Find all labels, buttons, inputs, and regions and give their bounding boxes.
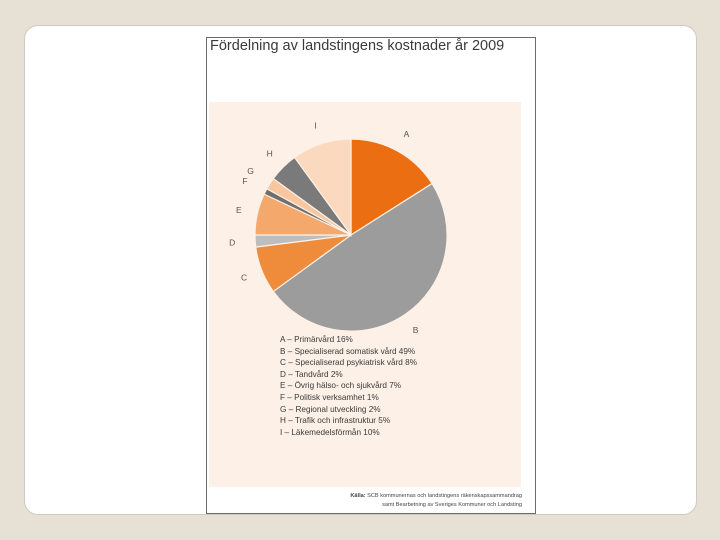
pie-slice-i xyxy=(293,138,352,237)
legend-item-h: H – Trafik och infrastruktur 5% xyxy=(280,416,391,426)
source-line-1: Källa: SCB kommunernas och landstingens … xyxy=(350,492,522,501)
source-line-2: samt Bearbetning av Sveriges Kommuner oc… xyxy=(382,502,522,508)
slice-label-i: I xyxy=(314,121,316,131)
slice-label-h: H xyxy=(267,149,273,159)
source-text-1: SCB kommunernas och landstingens räkensk… xyxy=(367,493,522,499)
legend-item-a: A – Primärvård 16% xyxy=(280,335,353,344)
slice-label-b: B xyxy=(413,325,419,335)
pie-chart: A B C D E FG H I xyxy=(229,121,448,335)
chart-figure: Fördelning av landstingens kostnader år … xyxy=(206,37,536,514)
chart-title: Fördelning av landstingens kostnader år … xyxy=(210,38,505,54)
source-label: Källa: xyxy=(350,493,366,499)
legend-item-b: B – Specialiserad somatisk vård 49% xyxy=(280,346,416,356)
legend-item-e: E – Övrig hälso- och sjukvård 7% xyxy=(280,381,402,391)
legend-item-c: C – Specialiserad psykiatrisk vård 8% xyxy=(280,358,417,368)
slice-label-a: A xyxy=(404,129,410,139)
chart-source: Källa: SCB kommunernas och landstingens … xyxy=(350,492,522,510)
slice-label-f: F xyxy=(242,176,247,186)
legend-item-f: F – Politisk verksamhet 1% xyxy=(280,392,379,402)
slice-label-e: E xyxy=(236,205,242,215)
pie-slice-b xyxy=(272,182,448,332)
pie-slice-a xyxy=(350,138,433,237)
legend-item-i: I – Läkemedelsförmån 10% xyxy=(280,427,380,437)
legend-item-d: D – Tandvård 2% xyxy=(280,369,343,379)
slice-label-g: G xyxy=(247,166,254,176)
slice-label-c: C xyxy=(241,272,247,282)
slice-label-d: D xyxy=(229,238,235,248)
chart-legend: A – Primärvård 16% B – Specialiserad soma… xyxy=(280,334,417,438)
legend-item-g: G – Regional utveckling 2% xyxy=(280,404,381,414)
